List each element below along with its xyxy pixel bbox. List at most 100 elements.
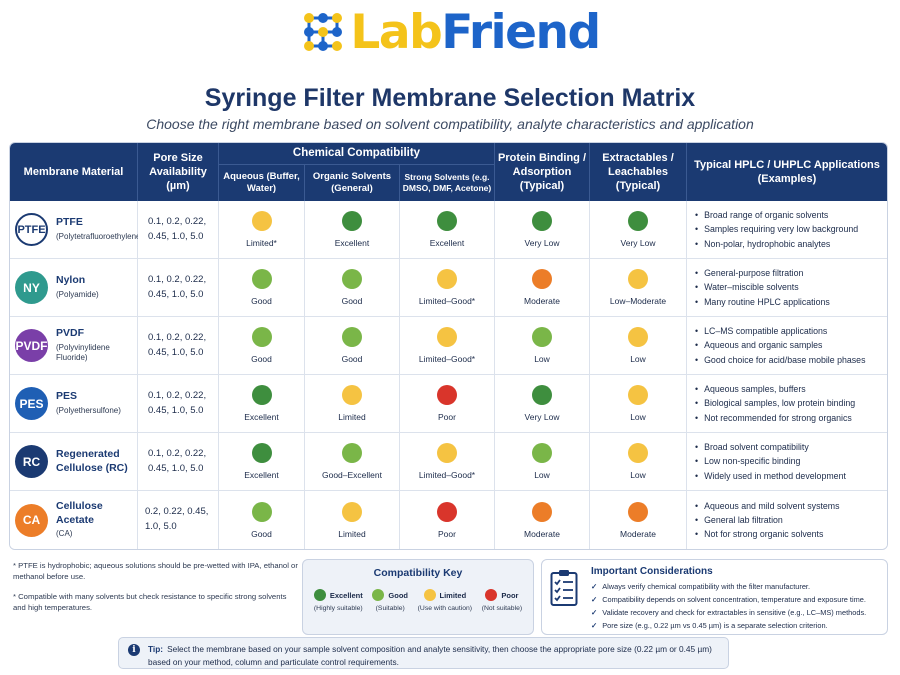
rating-moderate-dot xyxy=(628,501,648,522)
rating-excellent-dot xyxy=(628,211,648,231)
material-text: Regenerated Cellulose (RC) xyxy=(56,448,137,475)
extractables-cell: Low–Moderate xyxy=(590,259,687,317)
labfriend-logo: LabFriend xyxy=(0,4,900,60)
applications-list: Aqueous samples, buffersBiological sampl… xyxy=(695,382,855,425)
organic-cell: Good xyxy=(305,317,400,375)
aqueous-cell: Good xyxy=(219,317,305,375)
rating-label: Limited xyxy=(338,412,366,422)
tip-box: i Tip: Select the membrane based on your … xyxy=(118,637,729,669)
consideration-item: Validate recovery and check for extracta… xyxy=(591,607,866,620)
key-item-desc: (Not suitable) xyxy=(481,605,523,612)
rating-excellent-dot xyxy=(532,385,552,405)
material-text: Cellulose Acetate (CA) xyxy=(56,500,137,540)
strong-cell: Excellent xyxy=(400,201,495,259)
rating-excellent-dot xyxy=(251,385,272,405)
poor-dot-icon xyxy=(485,589,498,601)
material-cell: PVDF PVDF (Polyvinylidene Fluoride) xyxy=(10,317,138,375)
key-item-desc: (Suitable) xyxy=(375,605,405,612)
rating-label: Excellent xyxy=(244,412,279,422)
considerations-title: Important Considerations xyxy=(591,566,713,577)
strong-cell: Limited–Good* xyxy=(400,317,495,375)
rating-label: Moderate xyxy=(620,528,656,539)
rating-label: Limited xyxy=(338,528,366,539)
material-badge-icon: PES xyxy=(15,387,48,420)
rating-label: Low xyxy=(630,412,646,422)
application-item: Low non-specific binding xyxy=(695,454,846,468)
limited-dot-icon xyxy=(423,589,436,601)
rating-poor-dot xyxy=(437,501,457,522)
key-item-label: Excellent xyxy=(329,590,363,600)
material-subname: (Polytetrafluoroethylene) xyxy=(56,232,144,242)
considerations-list: Always verify chemical compatibility wit… xyxy=(591,581,866,633)
key-item-desc: (Highly suitable) xyxy=(313,605,363,612)
application-item: Aqueous and organic samples xyxy=(695,338,865,352)
key-item-top: Poor xyxy=(485,589,518,601)
pore-size-cell: 0.1, 0.2, 0.22, 0.45, 1.0, 5.0 xyxy=(138,259,219,317)
rating-label: Limited–Good* xyxy=(418,354,476,364)
application-item: General lab filtration xyxy=(695,513,840,527)
applications-list: Broad range of organic solventsSamples r… xyxy=(695,208,858,251)
material-name: PVDF xyxy=(56,327,85,340)
applications-list: LC–MS compatible applicationsAqueous and… xyxy=(695,324,865,367)
key-item-top: Good xyxy=(372,589,408,601)
applications-list: Broad solvent compatibilityLow non-speci… xyxy=(695,440,846,483)
key-item-good: Good (Suitable) xyxy=(372,589,408,612)
rating-excellent-dot xyxy=(532,211,552,231)
material-cell: PTFE PTFE (Polytetrafluoroethylene) xyxy=(10,201,143,259)
rating-good-dot xyxy=(342,327,362,347)
header-extractables: Extractables / Leachables (Typical) xyxy=(590,143,687,201)
rating-label: Low–Moderate xyxy=(609,296,667,306)
rating-label: Poor xyxy=(438,528,456,539)
compatibility-key: Compatibility Key Excellent (Highly suita… xyxy=(302,559,534,635)
applications-list: Aqueous and mild solvent systemsGeneral … xyxy=(695,499,840,542)
application-item: Many routine HPLC applications xyxy=(695,295,830,309)
binding-cell: Low xyxy=(495,317,590,375)
rating-label: Limited–Good* xyxy=(418,296,476,306)
application-item: Biological samples, low protein binding xyxy=(695,396,855,410)
organic-cell: Limited xyxy=(305,491,400,549)
header-material: Membrane Material xyxy=(10,143,138,201)
key-item-label: Limited xyxy=(439,590,467,600)
application-item: Broad solvent compatibility xyxy=(695,440,846,454)
logo-text: LabFriend xyxy=(350,9,601,56)
rating-excellent-dot xyxy=(342,211,362,231)
rating-limited-dot xyxy=(342,501,362,522)
material-cell: CA Cellulose Acetate (CA) xyxy=(10,491,138,549)
pore-size-cell: 0.1, 0.2, 0.22, 0.45, 1.0, 5.0 xyxy=(138,201,219,259)
applications-cell: Broad range of organic solventsSamples r… xyxy=(687,201,887,259)
key-item-label: Poor xyxy=(501,590,519,600)
application-item: Broad range of organic solvents xyxy=(695,208,858,222)
molecule-logo-icon xyxy=(304,13,343,51)
rating-label: Limited* xyxy=(246,238,277,248)
rating-label: Good–Excellent xyxy=(321,470,382,480)
material-badge-icon: CA xyxy=(15,503,48,537)
application-item: Aqueous and mild solvent systems xyxy=(695,499,839,513)
rating-limited-dot xyxy=(251,211,272,231)
tip-body: Select the membrane based on your sample… xyxy=(148,644,712,667)
tip-label: Tip: xyxy=(148,644,164,654)
binding-cell: Very Low xyxy=(495,201,590,259)
rating-label: Excellent xyxy=(334,238,370,248)
rating-good-dot xyxy=(342,269,362,289)
rating-label: Limited–Good* xyxy=(418,470,476,480)
rating-label: Moderate xyxy=(524,296,560,306)
header-organic: Organic Solvents (General) xyxy=(305,165,400,201)
material-name: PTFE xyxy=(56,216,83,229)
header-pore-size: Pore Size Availability (µm) xyxy=(138,143,219,201)
extractables-cell: Low xyxy=(590,317,687,375)
rating-label: Moderate xyxy=(524,528,560,539)
rating-limited-dot xyxy=(628,269,648,289)
material-subname: (Polyethersulfone) xyxy=(56,406,121,416)
rating-excellent-dot xyxy=(437,211,457,231)
rating-moderate-dot xyxy=(532,269,552,289)
key-items: Excellent (Highly suitable) Good (Suitable)… xyxy=(303,589,533,612)
applications-cell: Aqueous and mild solvent systemsGeneral … xyxy=(687,491,887,549)
extractables-cell: Very Low xyxy=(590,201,687,259)
consideration-item: Pore size (e.g., 0.22 µm vs 0.45 µm) is … xyxy=(591,620,866,633)
material-name: Nylon xyxy=(56,274,86,287)
organic-cell: Limited xyxy=(305,375,400,433)
applications-cell: Broad solvent compatibilityLow non-speci… xyxy=(687,433,887,491)
header-aqueous: Aqueous (Buffer, Water) xyxy=(219,165,305,201)
header-chemical-compatibility: Chemical Compatibility xyxy=(219,143,495,165)
rating-limited-dot xyxy=(437,443,457,463)
